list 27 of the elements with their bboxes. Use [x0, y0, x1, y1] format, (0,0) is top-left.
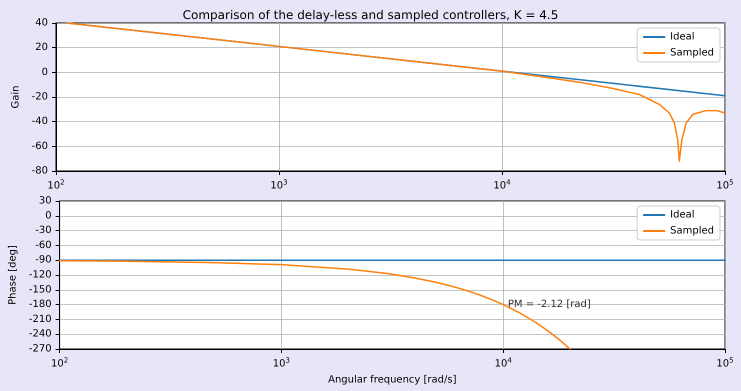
y-tick-label: 20 [35, 42, 48, 54]
y-tick-label: -270 [28, 344, 52, 354]
y-tick-label: -120 [28, 270, 52, 280]
y-tick-label: 30 [38, 196, 52, 206]
chart-title: Comparison of the delay-less and sampled controllers, K = 4.5 [182, 8, 558, 22]
legend-label: Ideal [670, 32, 695, 42]
y-tick-label: 40 [35, 18, 48, 28]
y-axis-title: Gain [10, 86, 22, 108]
legend-label: Sampled [670, 48, 714, 58]
legend-label: Ideal [670, 210, 695, 220]
annotation: PM = -2.12 [rad] [508, 299, 591, 310]
y-tick-label: 0 [42, 66, 48, 78]
legend-label: Sampled [670, 226, 714, 236]
y-tick-label: -40 [32, 116, 48, 128]
y-tick-label: 0 [45, 210, 52, 222]
y-tick-label: -30 [35, 225, 52, 236]
y-tick-label: -240 [28, 328, 52, 340]
y-tick-label: -60 [35, 240, 52, 251]
y-axis-title: Phase [deg] [8, 245, 18, 305]
y-tick-label: -80 [32, 166, 48, 176]
y-tick-label: -210 [28, 314, 52, 325]
y-tick-label: -20 [32, 92, 48, 102]
x-axis-title: Angular frequency [rad/s] [328, 374, 457, 386]
y-tick-label: -60 [32, 140, 48, 152]
y-tick-label: -90 [35, 254, 52, 266]
y-tick-label: -180 [28, 299, 52, 310]
y-tick-label: -150 [28, 284, 52, 296]
